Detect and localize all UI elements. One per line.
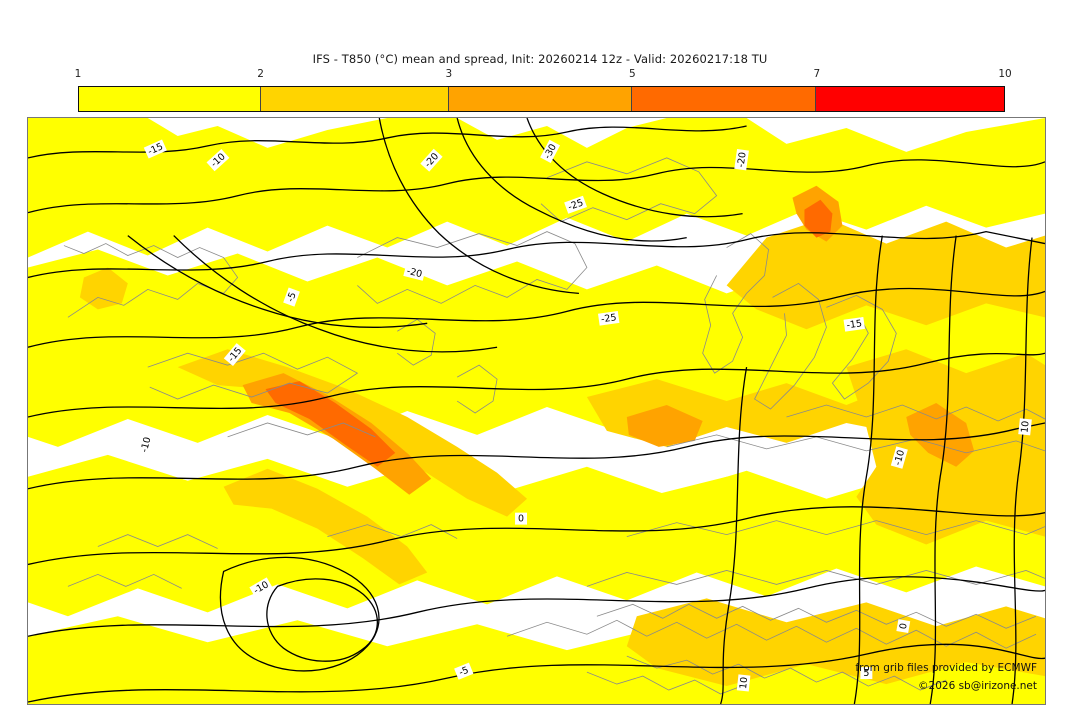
colorbar-tick-5: 5 — [629, 68, 636, 80]
colorbar-tick-2: 2 — [257, 68, 264, 80]
colorbar-segment-2-3 — [261, 87, 449, 111]
svg-text:0: 0 — [518, 514, 524, 525]
colorbar-legend: 1 2 3 5 7 10 — [0, 68, 1080, 113]
svg-text:-5: -5 — [285, 291, 299, 304]
colorbar-tick-7: 7 — [813, 68, 821, 80]
svg-text:-20: -20 — [406, 266, 424, 280]
svg-text:-10: -10 — [892, 449, 907, 467]
colorbar-segment-7-10 — [816, 87, 1004, 111]
colorbar-tick-10: 10 — [998, 68, 1012, 80]
colorbar-segment-1-2 — [79, 87, 262, 111]
colorbar-segment-3-5 — [448, 87, 633, 111]
svg-text:-25: -25 — [567, 197, 585, 213]
svg-text:-5: -5 — [458, 665, 471, 679]
svg-text:-25: -25 — [600, 312, 617, 325]
svg-text:0: 0 — [898, 622, 910, 630]
map-panel[interactable]: -30 -25 -25 -20 -20 -20 -15 -15 -15 -10 … — [27, 117, 1046, 705]
colorbar-gradient — [78, 86, 1005, 112]
svg-text:10: 10 — [1019, 420, 1031, 433]
weather-map[interactable]: -30 -25 -25 -20 -20 -20 -15 -15 -15 -10 … — [28, 118, 1045, 704]
svg-text:10: 10 — [738, 676, 750, 689]
svg-text:5: 5 — [863, 668, 869, 679]
attribution-copyright: ©2026 sb@irizone.net — [918, 680, 1037, 692]
colorbar-tick-1: 1 — [74, 68, 82, 80]
svg-text:-20: -20 — [736, 151, 749, 168]
attribution-source: from grib files provided by ECMWF — [855, 662, 1037, 674]
colorbar-tick-3: 3 — [445, 68, 453, 80]
svg-text:-15: -15 — [846, 318, 863, 331]
page-title: IFS - T850 (°C) mean and spread, Init: 2… — [312, 52, 768, 66]
svg-text:-10: -10 — [139, 436, 153, 454]
colorbar-segment-5-7 — [632, 87, 817, 111]
